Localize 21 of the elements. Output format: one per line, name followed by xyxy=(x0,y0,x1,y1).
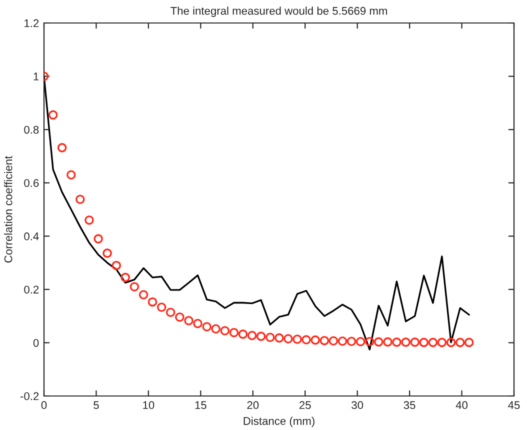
y-tick-label: 0.4 xyxy=(24,232,39,240)
x-tick-label: 10 xyxy=(143,401,154,410)
y-tick-label: -0.2 xyxy=(20,392,39,400)
y-tick-label: 1.2 xyxy=(24,19,39,28)
x-tick-label: 5 xyxy=(94,401,99,410)
x-tick-label: 35 xyxy=(404,401,416,410)
chart-title: The integral measured would be 5.5669 mm xyxy=(170,6,387,17)
x-tick-label: 40 xyxy=(456,401,468,410)
x-axis-title: Distance (mm) xyxy=(244,416,314,428)
y-tick-label: 0.6 xyxy=(24,179,39,187)
y-tick-label: 0.8 xyxy=(24,126,39,134)
y-axis-title: Correlation coefficient xyxy=(4,156,12,263)
y-tick-label: 0.2 xyxy=(24,286,39,294)
x-tick-label: 30 xyxy=(352,401,364,410)
x-tick-label: 45 xyxy=(508,401,520,410)
y-tick-label: 1 xyxy=(34,72,39,80)
x-tick-label: 25 xyxy=(299,401,311,410)
x-tick-label: 20 xyxy=(247,401,259,410)
x-tick-label: 0 xyxy=(41,401,47,410)
x-tick-label: 15 xyxy=(195,401,206,410)
y-tick-label: 0 xyxy=(33,338,39,347)
